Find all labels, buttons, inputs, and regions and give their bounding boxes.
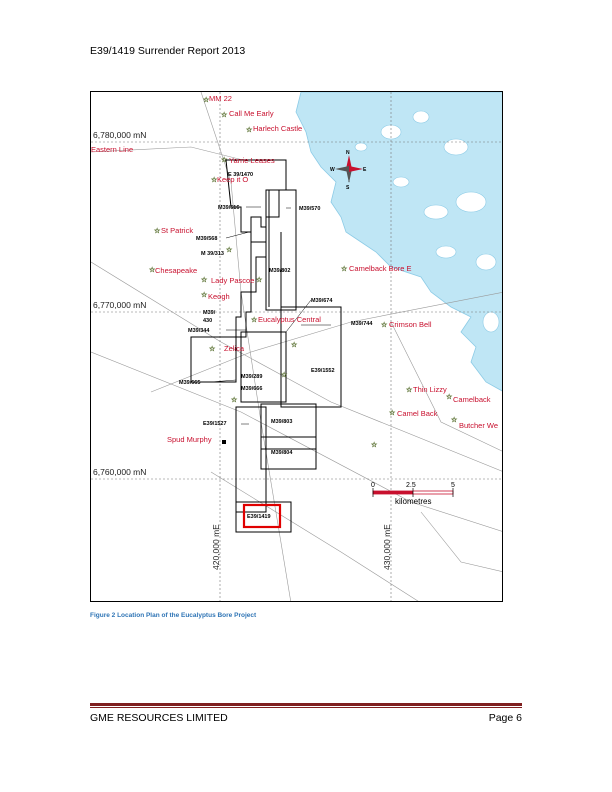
footer-rule [90, 703, 522, 706]
location-map: 6,780,000 mN 6,770,000 mN 6,760,000 mN 4… [90, 91, 503, 602]
locality-label: Spud Murphy [167, 435, 212, 444]
svg-text:☆: ☆ [406, 386, 412, 394]
scale-tick: 2.5 [406, 482, 416, 489]
tenement-label: E39/1527 [203, 421, 227, 427]
svg-text:☆: ☆ [221, 156, 227, 164]
svg-text:☆: ☆ [231, 396, 237, 404]
page-number: Page 6 [488, 712, 522, 724]
locality-label: Eucalyptus Central [258, 315, 321, 324]
locality-label: Camelback [453, 395, 491, 404]
salt-lake [295, 92, 502, 392]
locality-label: St Patrick [161, 226, 193, 235]
easting-label: 420,000 mE [211, 524, 221, 570]
svg-text:☆: ☆ [203, 96, 209, 104]
locality-stars: ☆ ☆ ☆ ☆ ☆ ☆ ☆ ☆ ☆ ☆ ☆ ☆ ☆ ☆ ☆ ☆ ☆ ☆ ☆ ☆ … [149, 96, 458, 449]
tenement-label: M39/674 [311, 298, 333, 304]
locality-label: Crimson Bell [389, 320, 432, 329]
svg-text:☆: ☆ [251, 316, 257, 324]
svg-text:☆: ☆ [246, 126, 252, 134]
scale-bar: 0 2.5 5 kilometres [371, 482, 455, 506]
compass-s: S [346, 185, 350, 191]
svg-text:☆: ☆ [381, 321, 387, 329]
locality-label: Chesapeake [155, 266, 197, 275]
locality-label: Keogh [208, 292, 230, 301]
tenement-label: 430 [203, 318, 212, 324]
tenement-label: M39/804 [271, 450, 293, 456]
scale-tick: 0 [371, 482, 375, 489]
tenement-label: M39/744 [351, 321, 373, 327]
tenement-label: M39/802 [269, 268, 290, 274]
locality-label: Thin Lizzy [413, 385, 447, 394]
locality-label: Eastern Line [91, 145, 133, 154]
northing-label: 6,780,000 mN [93, 130, 146, 140]
document-header: E39/1419 Surrender Report 2013 [90, 45, 246, 57]
locality-label: MM 22 [209, 94, 232, 103]
locality-label: Harlech Castle [253, 124, 302, 133]
leader-lines [210, 206, 331, 425]
tenement-label: M39/ [203, 310, 216, 316]
tenement-label: M39/616 [218, 205, 239, 211]
easting-label: 430,000 mE [382, 524, 392, 570]
figure-caption: Figure 2 Location Plan of the Eucalyptus… [90, 612, 257, 619]
tenement-label: M39/344 [188, 328, 210, 334]
northing-label: 6,760,000 mN [93, 467, 146, 477]
svg-text:☆: ☆ [451, 416, 457, 424]
grid-lines [91, 92, 502, 601]
tenement-label: M 39/313 [201, 251, 224, 257]
tenement-label: E39/1419 [247, 514, 271, 520]
highlight-e39-1419 [242, 503, 282, 529]
locality-label: Butcher We [459, 421, 498, 430]
scale-unit: kilometres [395, 497, 431, 506]
svg-text:☆: ☆ [226, 246, 232, 254]
svg-text:☆: ☆ [201, 291, 207, 299]
tenement-label: E 39/1470 [228, 172, 253, 178]
locality-label: Zelica [224, 344, 245, 353]
compass-w: W [330, 167, 335, 173]
locality-label: Keep it O [217, 175, 248, 184]
svg-text:☆: ☆ [154, 227, 160, 235]
tenement-label: M39/570 [299, 206, 320, 212]
svg-text:☆: ☆ [371, 441, 377, 449]
svg-text:☆: ☆ [149, 266, 155, 274]
svg-text:☆: ☆ [211, 176, 217, 184]
locality-label: Yarrie Leases [229, 156, 275, 165]
footer-company: GME RESOURCES LIMITED [90, 712, 228, 724]
svg-text:☆: ☆ [291, 341, 297, 349]
scale-tick: 5 [451, 482, 455, 489]
svg-text:☆: ☆ [256, 276, 262, 284]
locality-label: Camelback Bore E [349, 264, 412, 273]
svg-text:☆: ☆ [281, 371, 287, 379]
tenement-label: M39/803 [271, 419, 292, 425]
tenement-label: M39/665 [179, 380, 200, 386]
svg-text:☆: ☆ [209, 345, 215, 353]
svg-text:☆: ☆ [201, 276, 207, 284]
svg-text:☆: ☆ [341, 265, 347, 273]
svg-text:☆: ☆ [446, 393, 452, 401]
northing-label: 6,770,000 mN [93, 300, 146, 310]
locality-label: Camel Back [397, 409, 438, 418]
compass-n: N [346, 150, 350, 156]
tenement-label: M39/568 [196, 236, 217, 242]
locality-label: Call Me Early [229, 109, 274, 118]
svg-text:☆: ☆ [221, 111, 227, 119]
north-arrow: N S E W [330, 150, 367, 191]
spud-murphy-marker [222, 440, 226, 444]
tenement-label: M39/289 [241, 374, 262, 380]
locality-label: Lady Pascoe [211, 276, 254, 285]
compass-e: E [363, 167, 367, 173]
tenement-label: E39/1552 [311, 368, 335, 374]
tenement-boundaries [190, 159, 342, 533]
svg-text:☆: ☆ [389, 409, 395, 417]
footer-rule [90, 707, 522, 708]
tenement-label: M39/666 [241, 386, 262, 392]
